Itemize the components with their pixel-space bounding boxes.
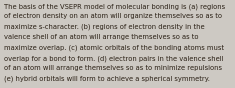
Text: maximize overlap. (c) atomic orbitals of the bonding atoms must: maximize overlap. (c) atomic orbitals of… [4, 45, 224, 51]
Text: of an atom will arrange themselves so as to minimize repulsions: of an atom will arrange themselves so as… [4, 65, 222, 71]
Text: The basis of the VSEPR model of molecular bonding is (a) regions: The basis of the VSEPR model of molecula… [4, 3, 225, 10]
Text: valence shell of an atom will arrange themselves so as to: valence shell of an atom will arrange th… [4, 34, 199, 40]
Text: overlap for a bond to form. (d) electron pairs in the valence shell: overlap for a bond to form. (d) electron… [4, 55, 224, 62]
Text: (e) hybrid orbitals will form to achieve a spherical symmetry.: (e) hybrid orbitals will form to achieve… [4, 76, 210, 82]
Text: maximize s-character. (b) regions of electron density in the: maximize s-character. (b) regions of ele… [4, 24, 205, 30]
Text: of electron density on an atom will organize themselves so as to: of electron density on an atom will orga… [4, 13, 222, 19]
